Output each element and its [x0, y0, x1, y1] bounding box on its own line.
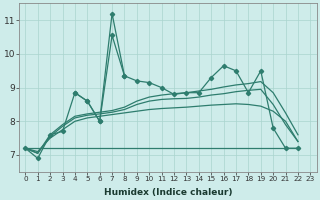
- X-axis label: Humidex (Indice chaleur): Humidex (Indice chaleur): [104, 188, 232, 197]
